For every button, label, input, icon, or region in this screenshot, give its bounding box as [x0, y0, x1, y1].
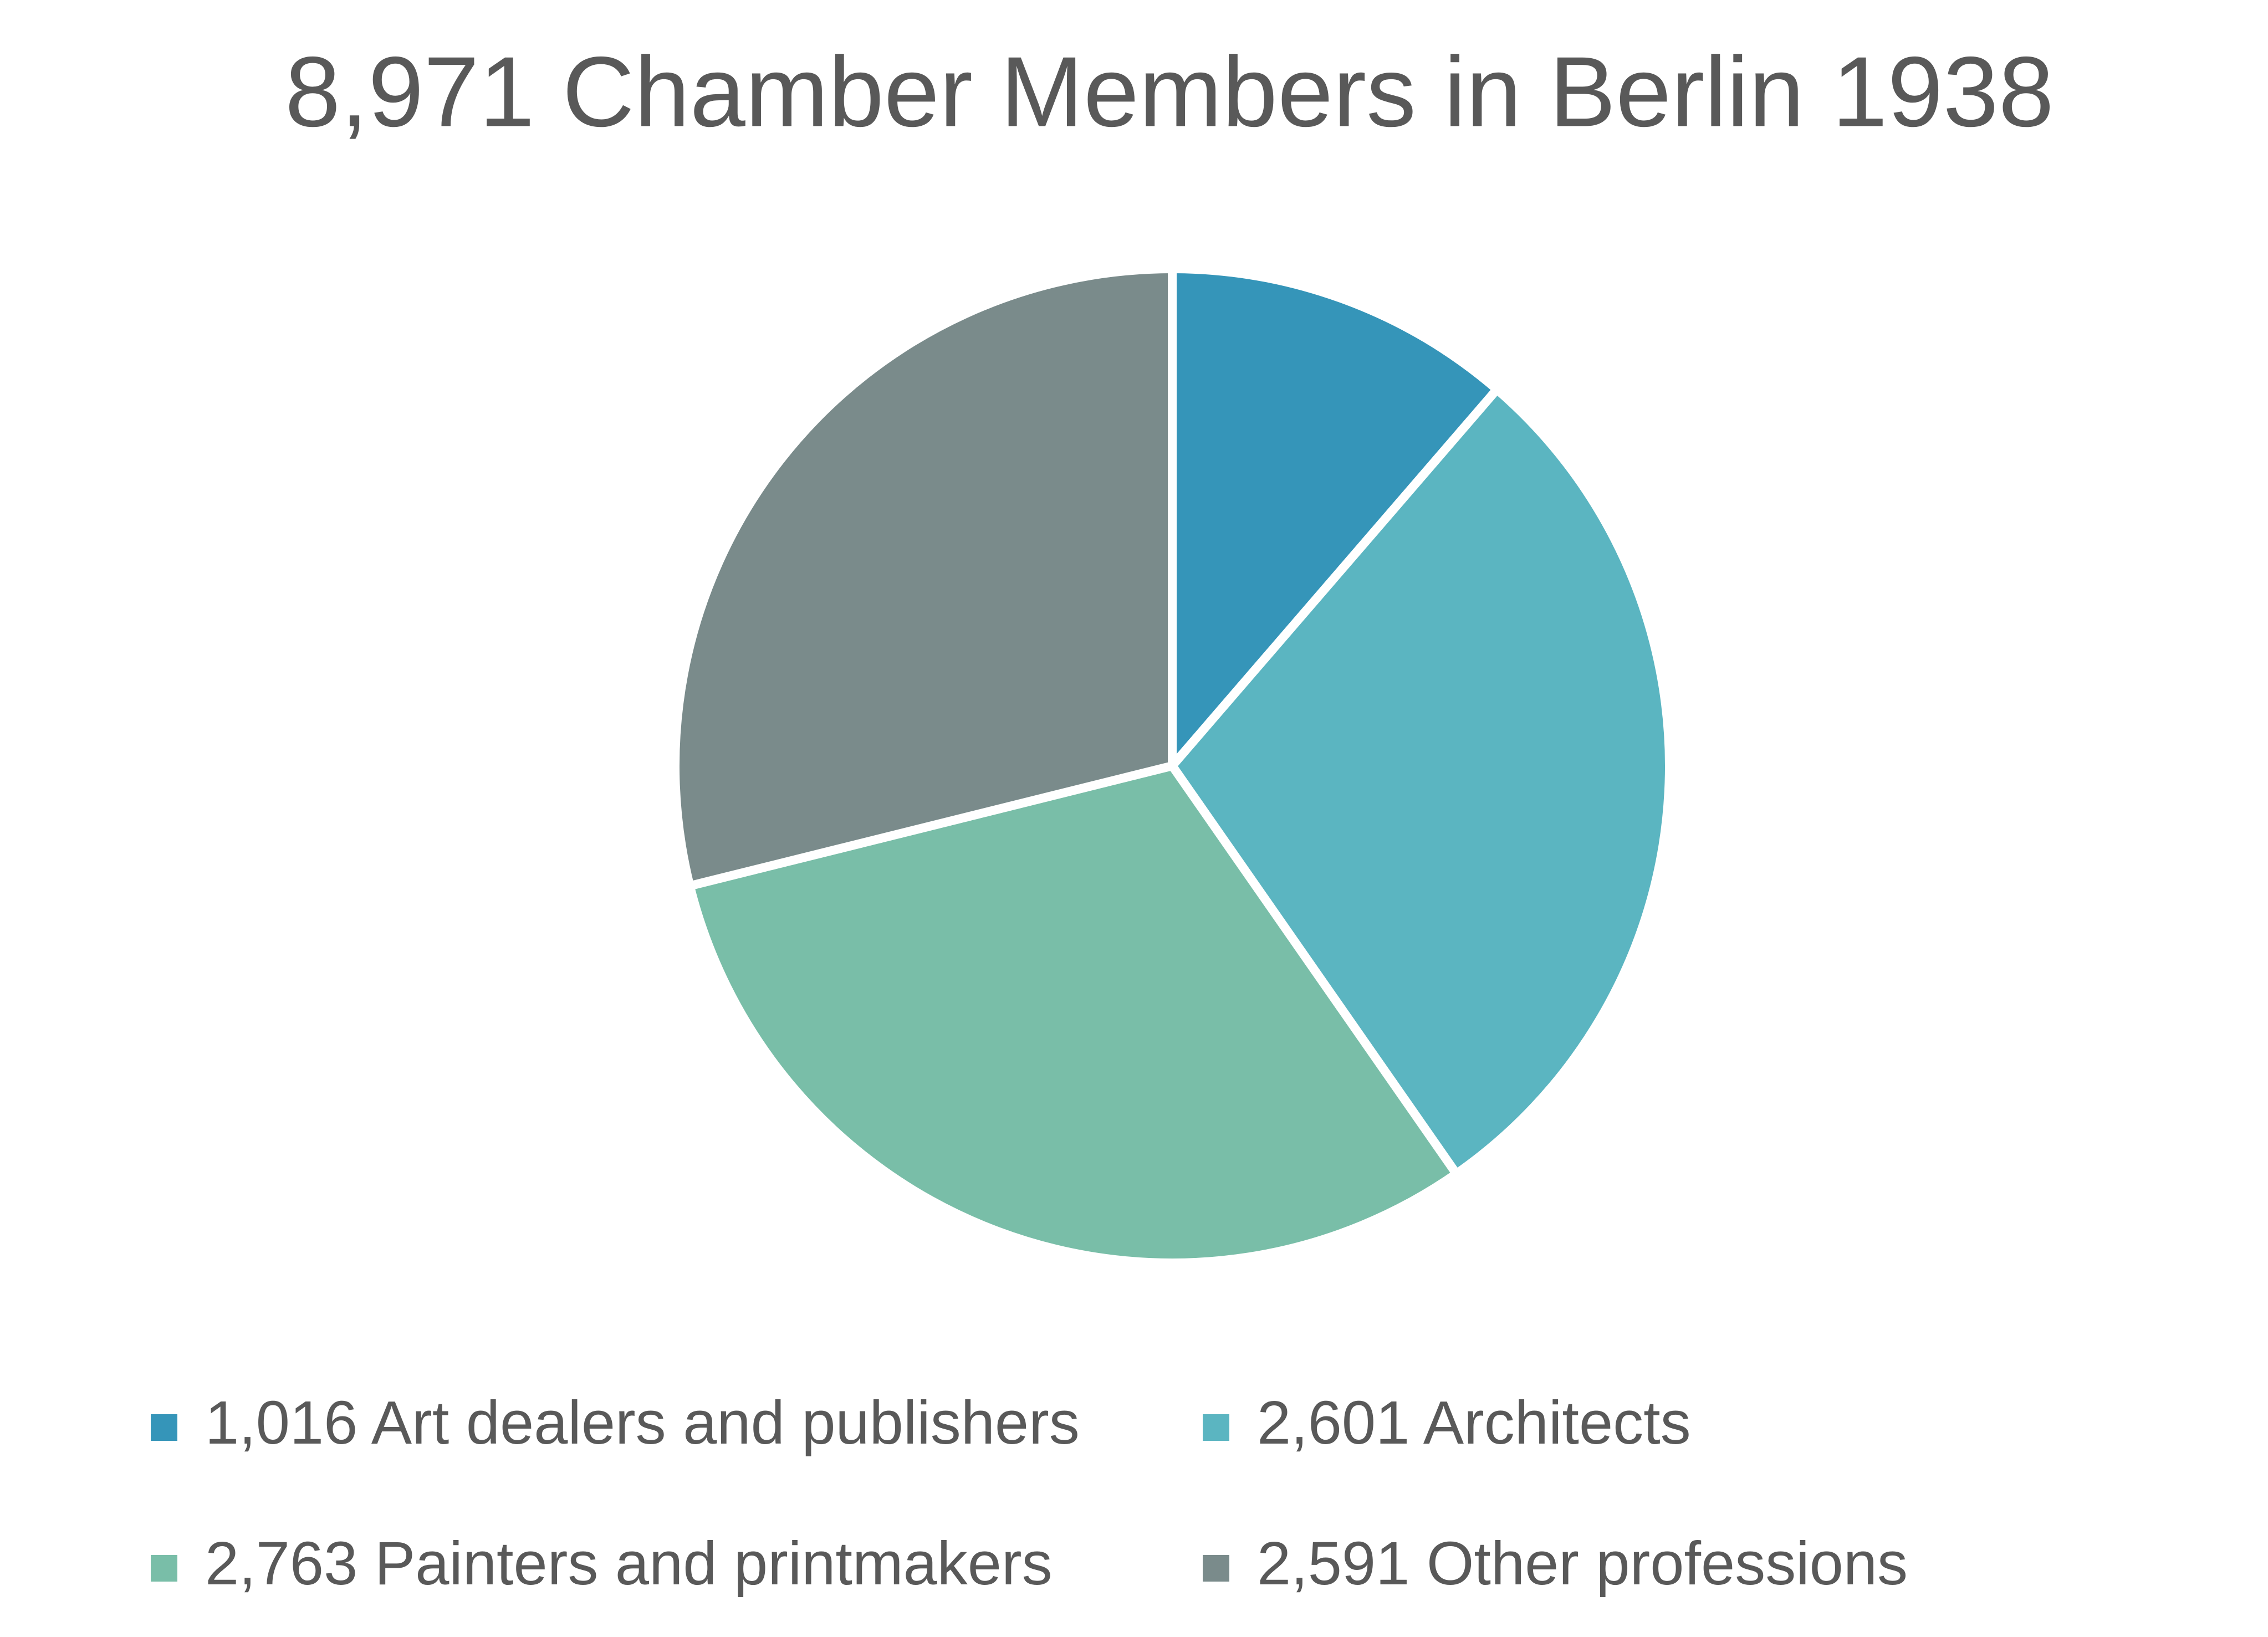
legend-swatch: [1203, 1414, 1229, 1441]
legend-swatch: [151, 1555, 177, 1582]
legend-label: 2,763 Painters and printmakers: [205, 1529, 1053, 1598]
pie-slice: [671, 264, 1177, 891]
pie-slice: [685, 761, 1461, 1267]
legend-label: 2,591 Other professions: [1257, 1529, 1908, 1598]
pie-slice: [1168, 385, 1674, 1179]
chart-title: 8,971 Chamber Members in Berlin 1938: [285, 37, 2054, 148]
legend-swatch: [1203, 1555, 1229, 1582]
legend-swatch: [151, 1414, 177, 1441]
legend-label: 1,016 Art dealers and publishers: [205, 1389, 1080, 1457]
pie-slice: [1168, 264, 1501, 770]
legend-label: 2,601 Architects: [1257, 1389, 1691, 1457]
